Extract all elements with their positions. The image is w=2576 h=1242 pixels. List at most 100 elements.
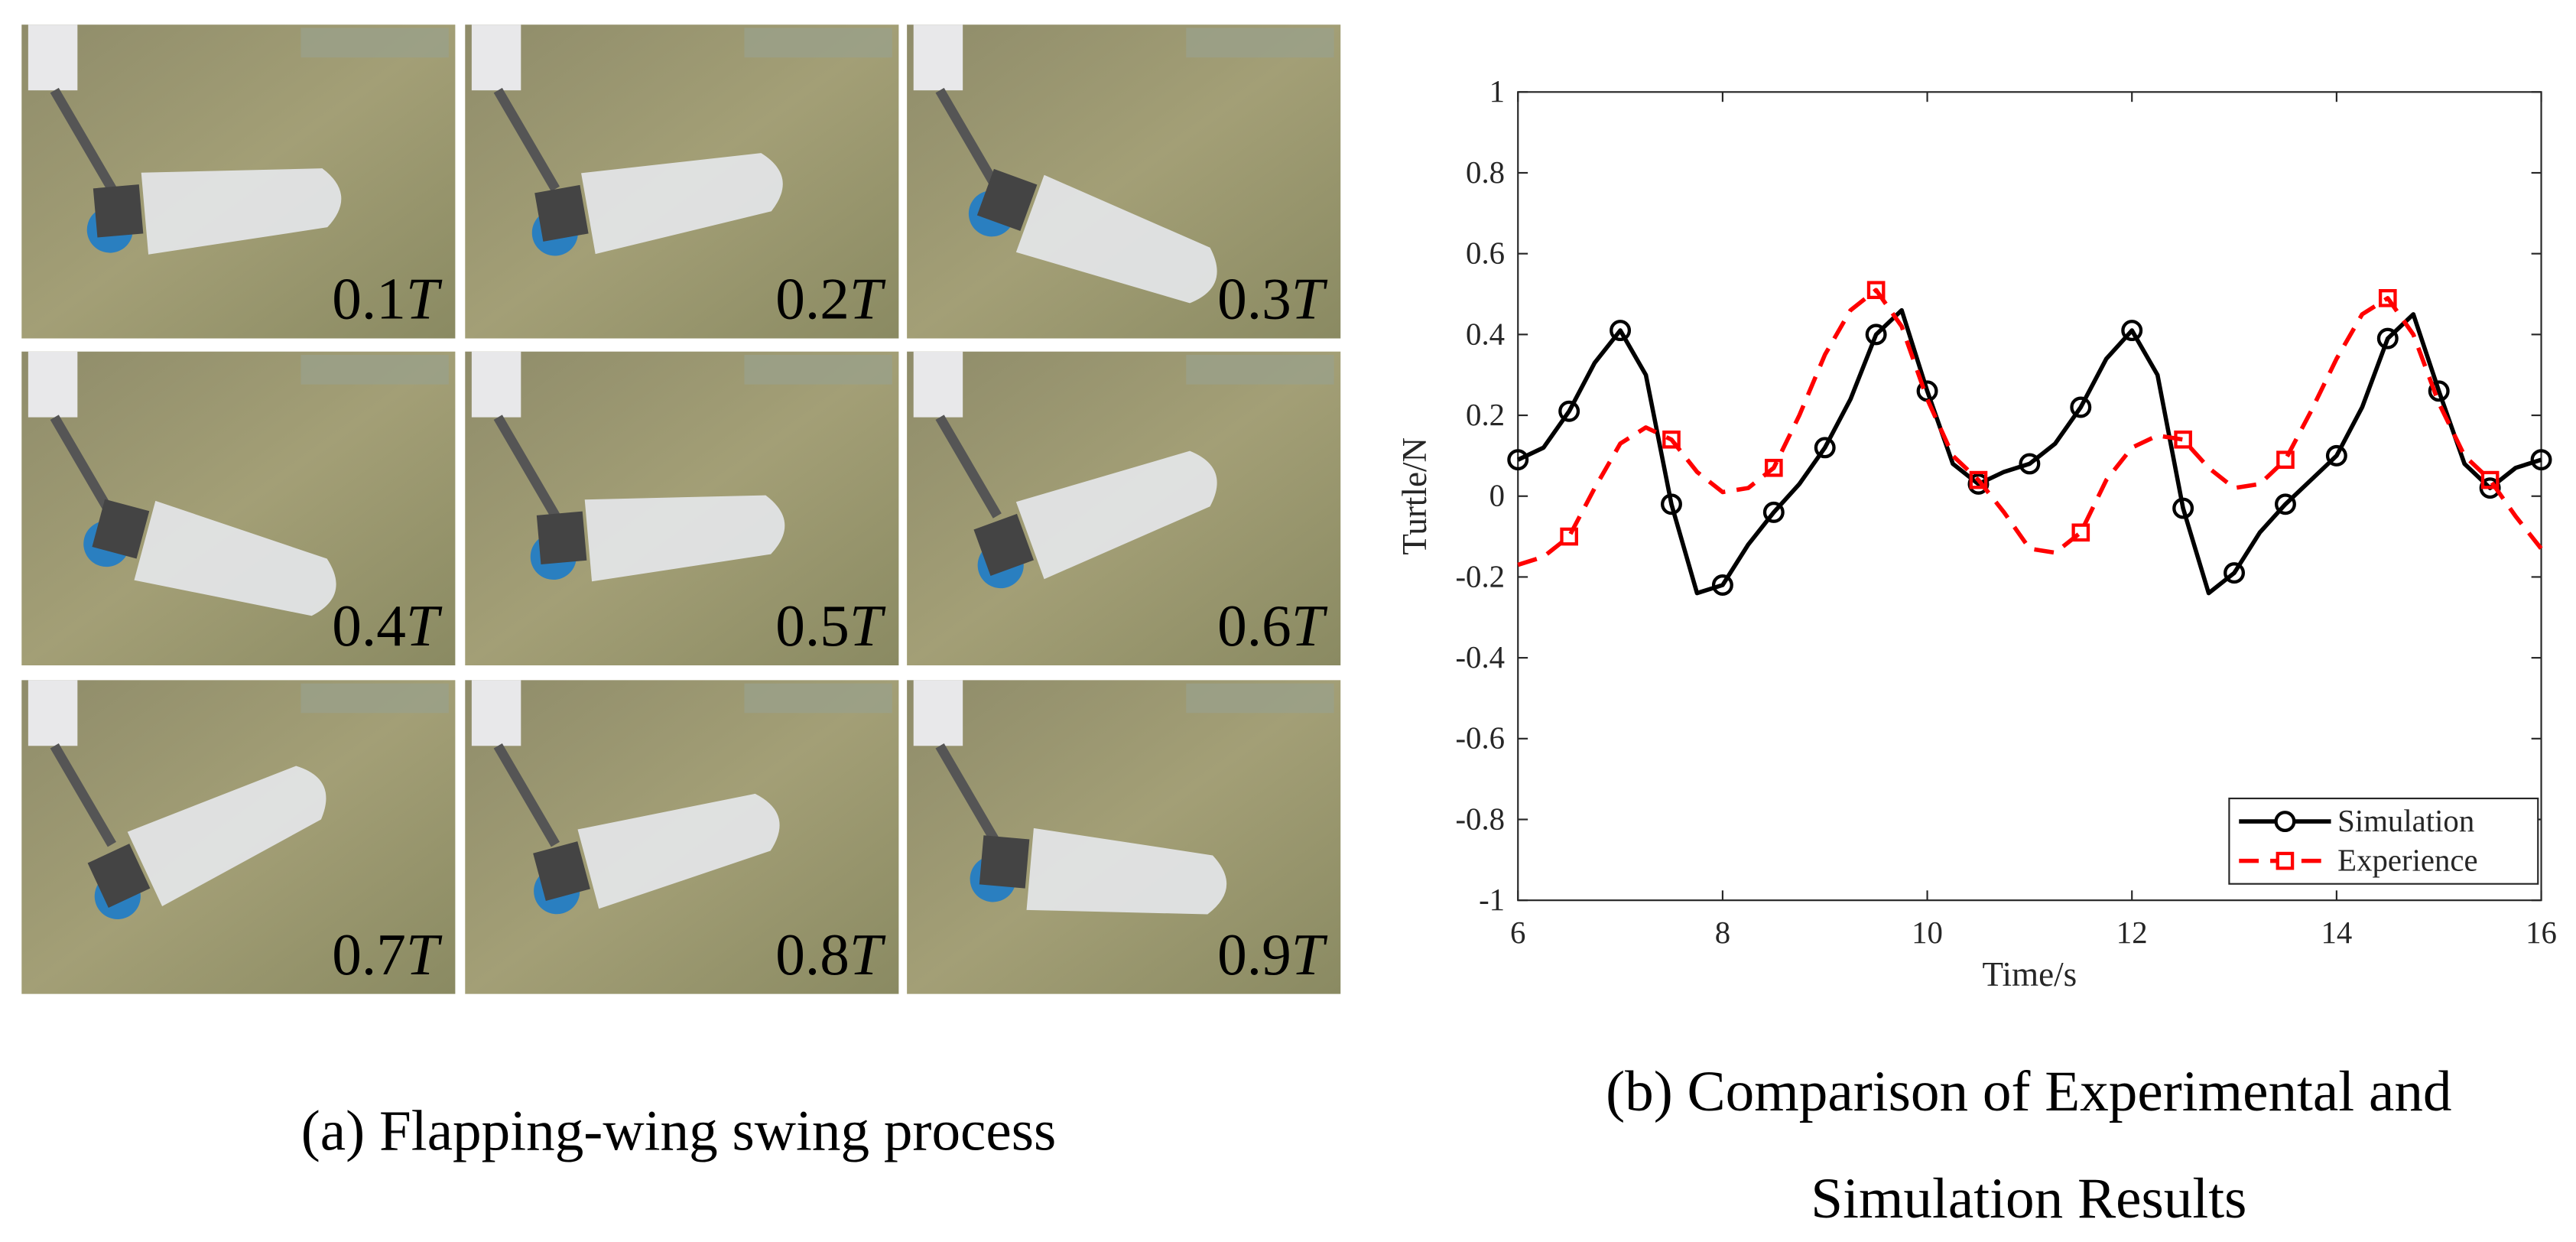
point-marker xyxy=(2224,562,2246,584)
x-tick-label: 10 xyxy=(1912,915,1943,950)
motor-frame xyxy=(93,184,144,238)
legend-marker xyxy=(2276,851,2295,870)
x-tick-label: 12 xyxy=(2116,915,2148,950)
y-axis-label: Turtle/N xyxy=(1395,437,1434,555)
photo: 0.4T xyxy=(21,351,456,665)
point-marker xyxy=(2480,470,2500,489)
photo: 0.7T xyxy=(21,680,456,994)
caption-b: (b) Comparison of Experimental and xyxy=(1606,1060,2451,1123)
photo: 0.8T xyxy=(465,680,899,994)
time-value: 0.2 xyxy=(775,266,849,332)
point-marker xyxy=(1762,501,1785,523)
rig-bar xyxy=(300,355,449,385)
x-axis-label: Time/s xyxy=(1983,955,2077,993)
chart: -1-0.8-0.6-0.4-0.200.20.40.60.816 8 10 12 14… xyxy=(1395,74,2557,993)
y-tick-label: -0.8 xyxy=(1455,801,1505,836)
motor-frame xyxy=(973,513,1035,577)
photo: 0.6T xyxy=(907,351,1341,665)
rig-bar xyxy=(300,28,449,58)
rig-bar xyxy=(300,683,449,714)
rig-arm xyxy=(471,680,521,746)
rig-rod xyxy=(50,743,116,847)
time-unit: T xyxy=(406,266,443,332)
rig-rod xyxy=(493,87,560,192)
time-label: 0.6T xyxy=(1217,593,1328,658)
rig-arm xyxy=(471,24,521,91)
legend-label: Simulation xyxy=(2337,804,2474,838)
point-marker xyxy=(2275,493,2296,515)
series-line xyxy=(1517,307,2542,596)
motor-frame xyxy=(976,168,1038,232)
rig-bar xyxy=(744,355,892,385)
time-value: 0.7 xyxy=(332,922,406,987)
wing-body xyxy=(584,495,785,582)
rig-arm xyxy=(913,351,963,418)
rig-rod xyxy=(493,743,560,847)
point-marker xyxy=(2121,320,2143,342)
photo-background xyxy=(21,351,456,665)
point-marker xyxy=(2070,396,2092,418)
rig-bar xyxy=(1186,683,1334,714)
point-marker xyxy=(1865,324,1887,346)
time-unit: T xyxy=(1291,266,1328,332)
flapping-wing xyxy=(86,168,342,255)
photo: 0.9T xyxy=(907,680,1341,994)
wing-body xyxy=(141,168,342,255)
point-marker xyxy=(2172,497,2194,519)
time-label: 0.1T xyxy=(332,266,443,332)
rig-arm xyxy=(913,24,963,91)
rig-arm xyxy=(913,680,963,746)
time-label: 0.9T xyxy=(1217,922,1328,987)
rig-rod xyxy=(935,87,1002,192)
point-marker xyxy=(1558,400,1580,422)
motor-frame xyxy=(979,835,1030,889)
rig-bar xyxy=(1186,28,1334,58)
y-tick-label: 0 xyxy=(1489,479,1505,513)
time-label: 0.8T xyxy=(775,922,886,987)
point-marker xyxy=(2174,430,2192,449)
x-tick-label: 16 xyxy=(2526,915,2557,950)
y-tick-label: 0.8 xyxy=(1466,155,1505,190)
point-marker xyxy=(1814,437,1836,459)
point-marker xyxy=(2378,288,2397,307)
wing-body xyxy=(581,153,783,255)
flapping-wing xyxy=(87,766,326,919)
flapping-wing xyxy=(530,495,785,582)
wing-body xyxy=(1026,827,1227,915)
legend-marker xyxy=(2274,811,2296,833)
wing-body xyxy=(1015,174,1217,304)
caption-a: (a) Flapping-wing swing process xyxy=(301,1100,1057,1163)
y-tick-label: -0.6 xyxy=(1455,721,1505,756)
time-unit: T xyxy=(406,922,443,987)
point-marker xyxy=(1507,449,1529,471)
point-marker xyxy=(1661,493,1682,515)
time-value: 0.8 xyxy=(775,922,849,987)
point-marker xyxy=(2428,380,2450,402)
y-tick-label: 1 xyxy=(1489,74,1505,109)
time-label: 0.5T xyxy=(775,593,886,658)
time-unit: T xyxy=(406,593,443,658)
time-label: 0.4T xyxy=(332,593,443,658)
time-unit: T xyxy=(1291,593,1328,658)
time-value: 0.3 xyxy=(1217,266,1291,332)
wing-body xyxy=(577,793,780,909)
point-marker xyxy=(1711,574,1733,596)
rig-bar xyxy=(744,683,892,714)
point-marker xyxy=(1610,320,1632,342)
wing-body xyxy=(134,500,336,616)
time-value: 0.5 xyxy=(775,593,849,658)
photo-background xyxy=(907,24,1341,339)
point-marker xyxy=(2071,523,2090,542)
point-marker xyxy=(2019,453,2041,475)
photo: 0.3T xyxy=(907,24,1341,339)
time-unit: T xyxy=(849,922,886,987)
y-tick-label: 0.2 xyxy=(1466,398,1505,432)
rig-arm xyxy=(28,24,78,91)
point-marker xyxy=(2325,444,2347,467)
rig-rod xyxy=(935,743,1002,847)
motor-frame xyxy=(536,511,587,565)
motor-frame xyxy=(92,499,150,559)
y-tick-label: -0.4 xyxy=(1455,640,1505,675)
